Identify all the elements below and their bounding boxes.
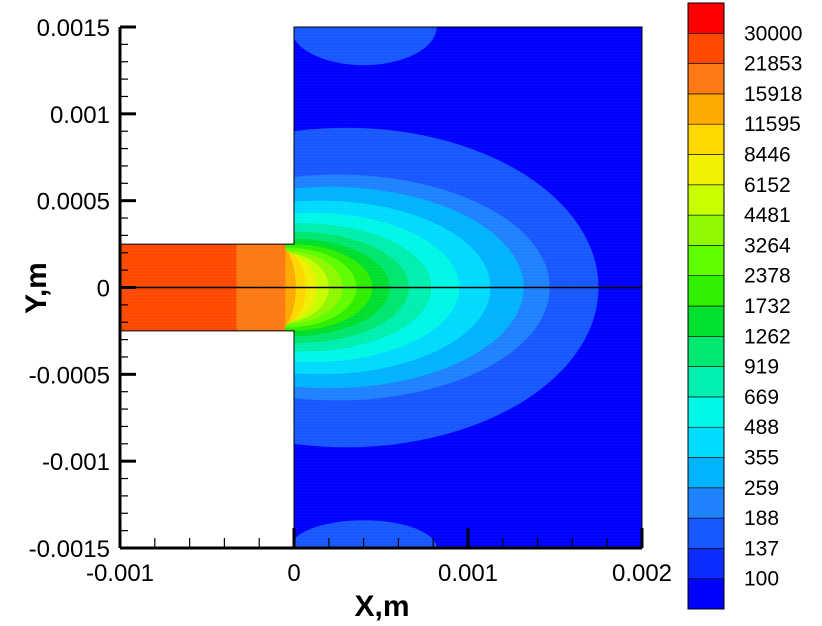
legend-label: 8446 — [744, 144, 791, 167]
legend-swatch — [687, 93, 725, 125]
legend-label: 919 — [744, 356, 779, 379]
legend-label: 1262 — [744, 325, 791, 348]
legend-swatch — [687, 123, 725, 155]
legend-swatch — [687, 517, 725, 549]
legend-label: 4481 — [744, 204, 791, 227]
legend-label: 21853 — [744, 53, 802, 76]
y-tick-label: 0.001 — [50, 102, 110, 129]
legend-label: 3264 — [744, 234, 791, 257]
x-tick-label: -0.001 — [86, 560, 154, 587]
y-tick-label: -0.0015 — [29, 536, 110, 563]
legend-swatch — [687, 305, 725, 337]
legend-swatch — [687, 32, 725, 64]
legend-swatch — [687, 487, 725, 519]
x-axis-title: X,m — [354, 590, 409, 623]
legend-swatch — [687, 214, 725, 246]
legend-swatch — [687, 63, 725, 95]
legend-swatch — [687, 2, 725, 34]
x-tick-label: 0.001 — [438, 560, 498, 587]
legend-swatch — [687, 366, 725, 398]
y-tick-label: -0.001 — [42, 449, 110, 476]
legend-label: 15918 — [744, 83, 802, 106]
legend-label: 355 — [744, 447, 779, 470]
plot-axes: 0.00150.0010.00050-0.0005-0.001-0.0015-0… — [29, 15, 672, 587]
y-tick-label: -0.0005 — [29, 362, 110, 389]
legend-label: 6152 — [744, 174, 791, 197]
y-tick-label: 0 — [97, 276, 110, 303]
y-tick-label: 0.0005 — [37, 189, 110, 216]
legend-swatch — [687, 184, 725, 216]
legend-swatch — [687, 245, 725, 276]
legend-label: 188 — [744, 507, 779, 530]
legend-swatch — [687, 154, 725, 186]
color-legend: 100 137 188 259 355 488 669 919 1262 1732 2378 3264… — [687, 2, 802, 610]
legend-frame — [687, 2, 725, 610]
x-tick-label: 0.002 — [612, 560, 672, 587]
legend-label: 137 — [744, 537, 779, 560]
legend-label: 30000 — [744, 22, 802, 45]
x-tick-label: 0 — [287, 560, 300, 587]
y-tick-label: 0.0015 — [37, 15, 110, 42]
legend-swatch — [687, 426, 725, 458]
legend-swatch — [687, 548, 725, 580]
legend-swatch — [687, 457, 725, 489]
legend-label: 2378 — [744, 265, 791, 288]
legend-label: 100 — [744, 568, 779, 591]
legend-label: 259 — [744, 477, 779, 500]
y-axis-title: Y,m — [20, 262, 53, 314]
legend-swatch — [687, 275, 725, 307]
legend-swatch — [687, 335, 725, 367]
legend-swatch — [687, 396, 725, 428]
legend-label: 488 — [744, 416, 779, 439]
legend-swatch — [687, 578, 725, 610]
legend-label: 1732 — [744, 295, 791, 318]
legend-label: 11595 — [744, 113, 801, 136]
legend-label: 669 — [744, 386, 779, 409]
